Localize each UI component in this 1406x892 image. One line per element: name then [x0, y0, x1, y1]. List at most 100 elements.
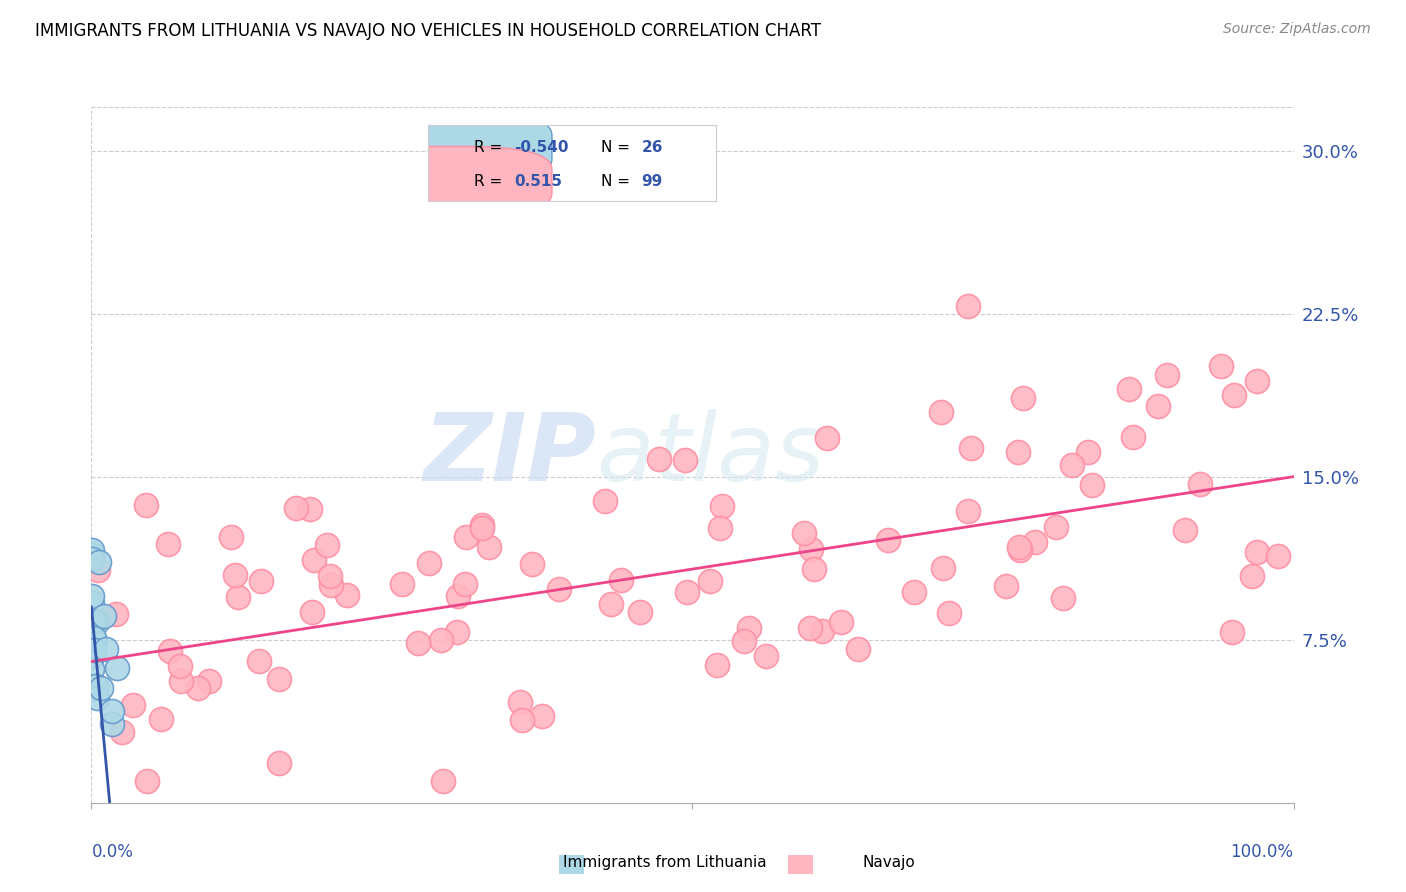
Point [135, 498, 157, 512]
Text: atlas: atlas [596, 409, 824, 500]
Point [446, 625, 468, 640]
Point [520, 557, 543, 571]
Point [1246, 375, 1268, 389]
Text: 100.0%: 100.0% [1230, 843, 1294, 861]
Point [1241, 569, 1264, 583]
Point [1060, 458, 1083, 472]
Point [711, 499, 734, 513]
Point [846, 642, 869, 657]
Point [432, 774, 454, 789]
Point [94, 641, 117, 656]
Text: 26: 26 [641, 140, 662, 154]
Text: Immigrants from Lithuania: Immigrants from Lithuania [562, 855, 766, 870]
Point [430, 632, 453, 647]
Point [83, 631, 105, 645]
Text: 0.515: 0.515 [515, 174, 562, 189]
Point [83, 681, 105, 695]
Text: R =: R = [474, 174, 512, 189]
Point [1081, 478, 1104, 492]
Point [336, 588, 359, 602]
Point [267, 672, 290, 686]
Point [86, 691, 108, 706]
Point [509, 695, 531, 709]
Point [136, 774, 159, 789]
Text: Source: ZipAtlas.com: Source: ZipAtlas.com [1223, 22, 1371, 37]
Point [82, 649, 104, 664]
Point [699, 574, 721, 588]
FancyBboxPatch shape [350, 112, 553, 182]
Text: ZIP: ZIP [423, 409, 596, 501]
FancyBboxPatch shape [780, 848, 821, 880]
Point [86, 680, 108, 694]
Point [628, 605, 651, 619]
Point [957, 504, 980, 518]
Point [706, 658, 728, 673]
Point [321, 578, 343, 592]
Point [87, 563, 110, 577]
Point [547, 582, 569, 596]
Point [1156, 368, 1178, 382]
Point [224, 568, 246, 582]
Point [1188, 477, 1211, 491]
Point [93, 608, 115, 623]
Point [406, 636, 429, 650]
Point [1246, 545, 1268, 559]
Point [219, 529, 242, 543]
Point [1223, 388, 1246, 402]
Point [156, 537, 179, 551]
Point [105, 607, 128, 621]
Point [80, 542, 103, 557]
Point [478, 540, 501, 554]
Point [301, 605, 323, 619]
Point [960, 441, 983, 455]
Point [471, 521, 494, 535]
Point [418, 556, 440, 570]
Text: R =: R = [474, 140, 508, 154]
Point [267, 756, 290, 770]
Point [994, 579, 1017, 593]
Point [170, 674, 193, 689]
Point [595, 493, 617, 508]
Point [938, 606, 960, 620]
Text: IMMIGRANTS FROM LITHUANIA VS NAVAJO NO VEHICLES IN HOUSEHOLD CORRELATION CHART: IMMIGRANTS FROM LITHUANIA VS NAVAJO NO V… [35, 22, 821, 40]
Text: 0.0%: 0.0% [91, 843, 134, 861]
Point [737, 621, 759, 635]
Point [83, 642, 105, 657]
Point [956, 299, 979, 313]
Point [1267, 549, 1289, 563]
Point [799, 621, 821, 635]
Point [1045, 520, 1067, 534]
Point [830, 615, 852, 629]
Point [391, 577, 413, 591]
Point [1077, 445, 1099, 459]
Point [80, 596, 103, 610]
Point [1118, 382, 1140, 396]
Point [169, 658, 191, 673]
Point [456, 530, 478, 544]
Point [247, 654, 270, 668]
Point [82, 548, 104, 562]
Point [1220, 624, 1243, 639]
Point [1122, 430, 1144, 444]
Point [876, 533, 898, 547]
Point [1209, 359, 1232, 373]
Point [1024, 534, 1046, 549]
Point [159, 644, 181, 658]
Point [82, 613, 104, 627]
Point [187, 681, 209, 695]
Point [105, 661, 128, 675]
Point [1007, 540, 1029, 554]
Point [793, 526, 815, 541]
Point [86, 615, 108, 630]
Point [87, 555, 110, 569]
FancyBboxPatch shape [551, 848, 592, 880]
Text: N =: N = [600, 140, 634, 154]
Point [815, 431, 838, 445]
Point [83, 614, 105, 628]
Point [1007, 445, 1029, 459]
Point [709, 521, 731, 535]
Point [810, 624, 832, 639]
Text: 99: 99 [641, 174, 662, 189]
Point [80, 640, 103, 655]
Point [733, 633, 755, 648]
